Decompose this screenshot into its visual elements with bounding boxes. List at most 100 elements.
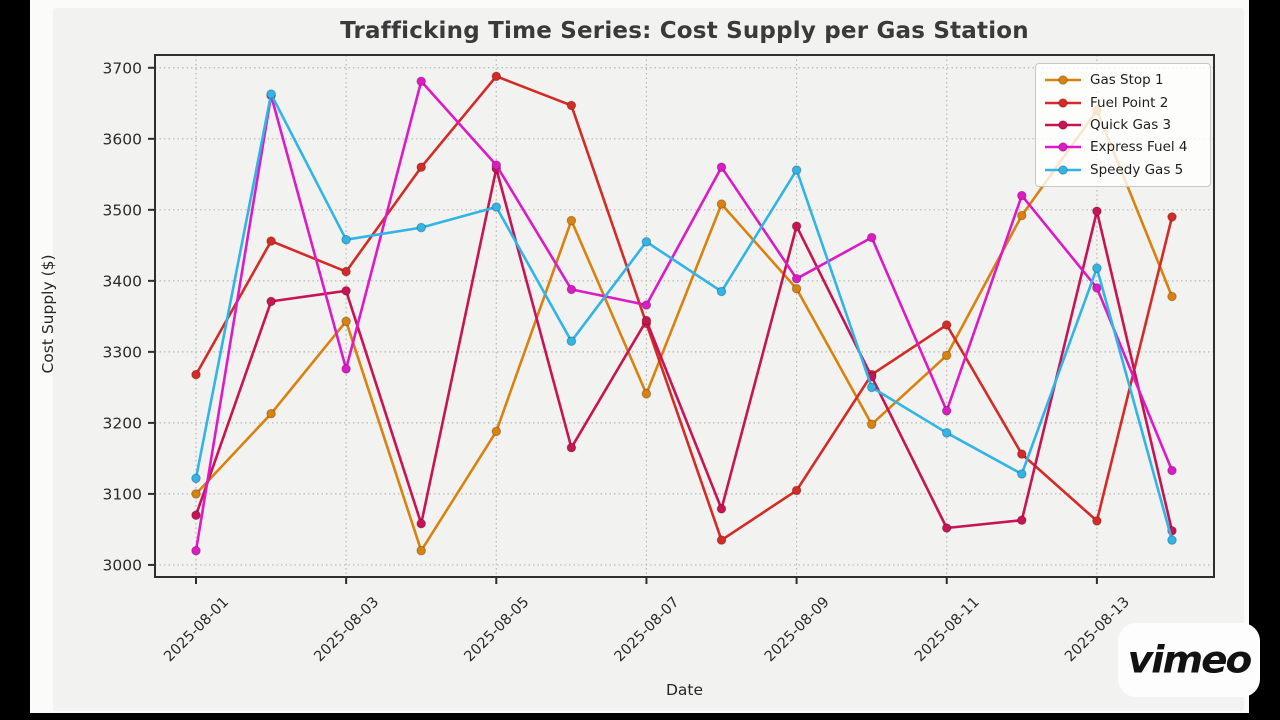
data-point-marker bbox=[341, 316, 351, 327]
data-point-marker bbox=[566, 336, 577, 347]
chart-title: Trafficking Time Series: Cost Supply per… bbox=[340, 18, 1029, 44]
legend-item: Quick Gas 3 bbox=[1044, 114, 1202, 136]
data-point-marker bbox=[716, 535, 727, 545]
legend-label: Fuel Point 2 bbox=[1090, 94, 1169, 111]
data-point-marker bbox=[1167, 535, 1177, 545]
x-axis-title: Date bbox=[665, 681, 704, 699]
data-point-marker bbox=[341, 286, 351, 296]
data-point-marker bbox=[1167, 212, 1177, 222]
y-axis-title: Cost Supply ($) bbox=[39, 254, 57, 374]
y-tick-label: 3100 bbox=[103, 485, 142, 503]
data-point-marker bbox=[341, 266, 351, 277]
data-point-marker bbox=[416, 162, 427, 172]
data-point-marker bbox=[1017, 210, 1027, 221]
data-point-marker bbox=[266, 296, 276, 307]
x-tick-label: 2025-08-07 bbox=[612, 594, 683, 665]
series-line bbox=[194, 75, 1174, 542]
data-point-marker bbox=[491, 426, 502, 437]
data-point-marker bbox=[191, 545, 201, 556]
data-point-marker bbox=[266, 236, 276, 246]
chart-legend: Gas Stop 1 Fuel Point 2 Quick Gas 3 Express… bbox=[1035, 63, 1211, 187]
y-tick-label: 3200 bbox=[103, 414, 142, 432]
series-line bbox=[194, 167, 1174, 533]
y-tick-label: 3000 bbox=[103, 556, 142, 574]
data-point-marker bbox=[1092, 516, 1102, 526]
legend-line-marker-icon bbox=[1045, 164, 1081, 175]
x-tick-label: 2025-08-01 bbox=[161, 594, 232, 665]
data-point-marker bbox=[941, 320, 952, 330]
legend-line-marker-icon bbox=[1045, 97, 1081, 108]
legend-item: Speedy Gas 5 bbox=[1044, 159, 1202, 181]
data-point-marker bbox=[866, 419, 877, 430]
data-point-marker bbox=[1017, 469, 1027, 479]
data-point-marker bbox=[941, 350, 952, 361]
data-point-marker bbox=[566, 284, 577, 295]
legend-line-marker-icon bbox=[1045, 75, 1081, 85]
letterbox-left bbox=[0, 0, 30, 720]
y-tick-label: 3600 bbox=[103, 130, 142, 148]
data-point-marker bbox=[716, 199, 727, 209]
data-point-marker bbox=[266, 89, 276, 99]
data-point-marker bbox=[491, 71, 502, 82]
legend-label: Gas Stop 1 bbox=[1090, 72, 1164, 89]
legend-label: Speedy Gas 5 bbox=[1090, 161, 1184, 178]
data-point-marker bbox=[341, 234, 351, 245]
data-point-marker bbox=[191, 473, 201, 484]
data-point-marker bbox=[566, 100, 577, 111]
legend-line-marker-icon bbox=[1045, 142, 1081, 153]
data-point-marker bbox=[941, 428, 952, 438]
legend-item: Express Fuel 4 bbox=[1044, 136, 1202, 158]
legend-label: Express Fuel 4 bbox=[1090, 139, 1188, 156]
data-point-marker bbox=[641, 237, 652, 247]
data-point-marker bbox=[266, 408, 276, 419]
x-tick-label: 2025-08-03 bbox=[311, 594, 382, 665]
data-point-marker bbox=[1092, 206, 1102, 216]
y-tick-label: 3500 bbox=[103, 201, 142, 219]
axes-spines bbox=[154, 54, 1215, 578]
vimeo-logo: vimeo bbox=[1127, 638, 1253, 682]
data-point-marker bbox=[791, 485, 802, 496]
vimeo-logo-badge[interactable]: vimeo bbox=[1118, 623, 1260, 697]
data-point-marker bbox=[716, 504, 727, 514]
data-point-marker bbox=[716, 162, 727, 172]
series-line bbox=[194, 80, 1174, 553]
legend-label: Quick Gas 3 bbox=[1090, 116, 1172, 133]
x-tick-label: 2025-08-09 bbox=[762, 594, 833, 665]
data-point-marker bbox=[791, 221, 802, 231]
video-frame: 3000 3100 3200 3300 3400 3500 3600 3700 2025-08-… bbox=[30, 0, 1249, 713]
data-point-marker bbox=[491, 202, 502, 212]
letterbox-bottom bbox=[0, 713, 1280, 720]
data-point-marker bbox=[866, 382, 877, 393]
legend-item: Gas Stop 1 bbox=[1044, 69, 1202, 91]
data-point-marker bbox=[941, 406, 952, 416]
data-point-marker bbox=[416, 518, 427, 529]
data-point-marker bbox=[791, 273, 802, 284]
data-point-marker bbox=[1017, 190, 1027, 201]
data-point-marker bbox=[191, 510, 201, 521]
data-point-marker bbox=[1017, 449, 1027, 459]
data-point-marker bbox=[791, 283, 802, 294]
data-point-marker bbox=[566, 442, 577, 453]
y-tick-label: 3300 bbox=[103, 343, 142, 361]
data-point-marker bbox=[191, 489, 201, 499]
series-line bbox=[194, 92, 1174, 542]
data-point-marker bbox=[641, 389, 652, 399]
data-point-marker bbox=[416, 222, 427, 233]
y-tick-label: 3700 bbox=[103, 59, 142, 77]
y-tick-label: 3400 bbox=[103, 272, 142, 290]
data-point-marker bbox=[1167, 465, 1177, 476]
data-point-marker bbox=[491, 160, 502, 170]
data-point-marker bbox=[341, 364, 351, 374]
data-point-marker bbox=[1092, 263, 1102, 273]
data-point-marker bbox=[866, 232, 877, 243]
data-point-marker bbox=[641, 300, 652, 310]
data-point-marker bbox=[1167, 291, 1177, 302]
legend-line-marker-icon bbox=[1045, 120, 1081, 130]
data-point-marker bbox=[791, 165, 802, 175]
data-point-marker bbox=[1092, 283, 1102, 293]
data-point-marker bbox=[416, 76, 427, 87]
letterbox-right bbox=[1249, 0, 1280, 720]
data-point-marker bbox=[191, 369, 201, 380]
data-point-marker bbox=[416, 545, 427, 556]
data-point-marker bbox=[716, 286, 727, 297]
